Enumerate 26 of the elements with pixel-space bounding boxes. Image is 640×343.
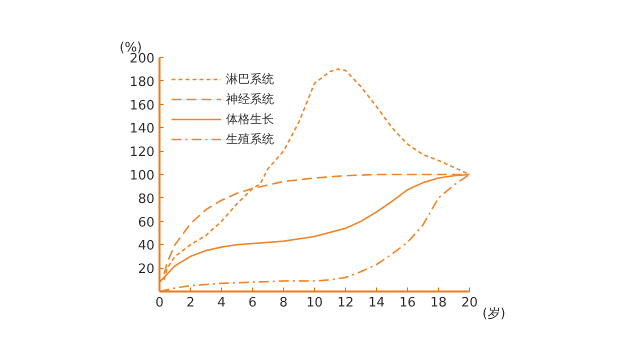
y-tick-label: 60 <box>138 215 155 230</box>
x-tick-label: 10 <box>306 296 323 310</box>
y-tick-label: 20 <box>138 262 155 278</box>
legend-label: 生殖系统 <box>226 130 274 148</box>
x-tick-label: 18 <box>430 296 447 310</box>
y-tick-label: 180 <box>130 74 155 90</box>
y-tick-label: 80 <box>138 192 155 207</box>
legend-label: 体格生长 <box>226 110 274 128</box>
x-tick-label: 4 <box>217 296 226 310</box>
x-tick-label: 16 <box>399 296 416 310</box>
y-tick-label: 200 <box>130 52 155 66</box>
x-tick-label: 0 <box>155 296 164 310</box>
x-tick-label: 12 <box>337 296 354 310</box>
x-tick-label: 8 <box>279 296 288 310</box>
x-axis-title: (岁) <box>482 306 506 322</box>
y-tick-label: 120 <box>130 145 155 160</box>
legend-label: 淋巴系统 <box>226 70 274 88</box>
y-tick-label: 40 <box>138 238 155 254</box>
x-tick-label: 6 <box>248 296 257 310</box>
y-tick-label: 100 <box>130 168 155 184</box>
x-tick-label: 2 <box>186 296 195 310</box>
y-tick-label: 160 <box>130 98 155 114</box>
x-tick-label: 14 <box>368 296 385 310</box>
x-tick-label: 20 <box>461 296 478 310</box>
legend-label: 神经系统 <box>226 90 274 108</box>
y-tick-label: 140 <box>130 122 155 137</box>
